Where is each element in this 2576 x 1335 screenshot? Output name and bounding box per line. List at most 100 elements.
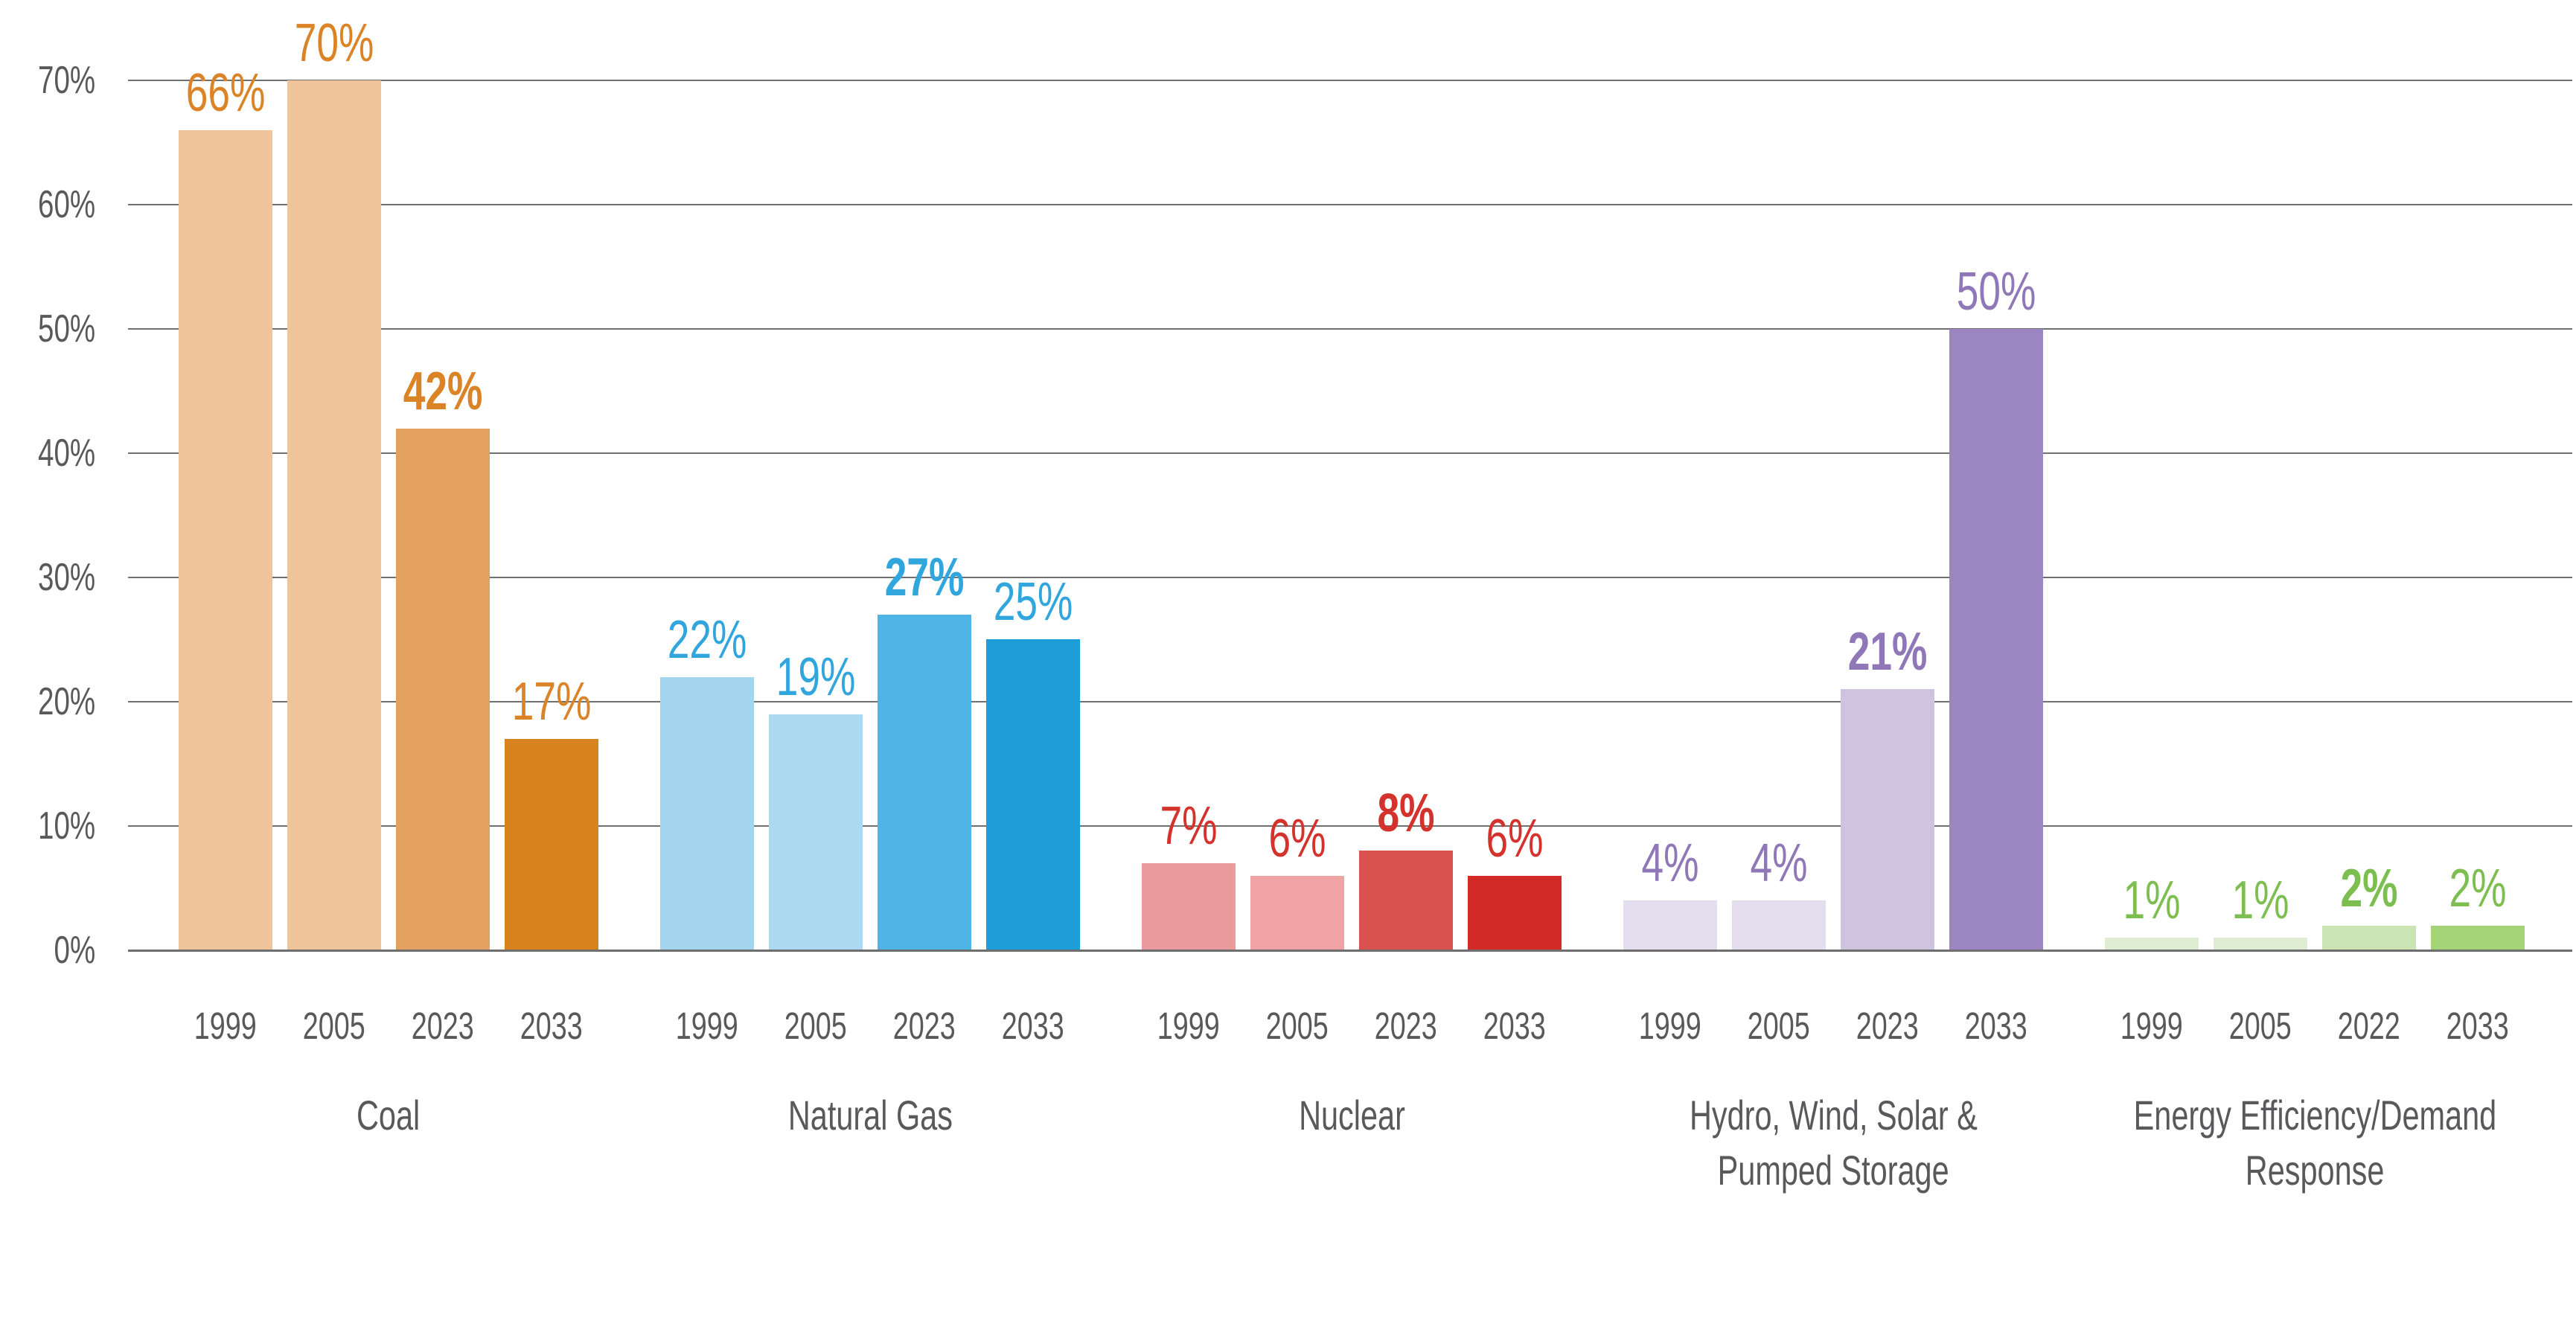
bar-value-label: 8% [1257, 787, 1555, 840]
x-axis-year-label: 2023 [331, 1006, 554, 1046]
y-tick-text: 10% [37, 804, 95, 848]
bar-value-text: 1% [2231, 871, 2289, 930]
bar-value-label: 25% [884, 575, 1182, 629]
gridline-40% [128, 452, 2572, 454]
category-label: Hydro, Wind, Solar & Pumped Storage [1535, 1088, 2131, 1198]
bar-natural-gas-1999 [660, 677, 754, 950]
category-label: Nuclear [1054, 1088, 1649, 1143]
bar-value-text: 66% [185, 63, 266, 123]
category-text: Nuclear [1298, 1092, 1405, 1139]
bar-coal-2005 [287, 80, 381, 950]
category-label: Energy Efficiency/Demand Response [2017, 1088, 2576, 1198]
category-label-line: Natural Gas [572, 1088, 1168, 1143]
bar-value-text: 22% [667, 610, 747, 670]
bar-value-label: 66% [77, 66, 374, 120]
y-tick-text: 20% [37, 680, 95, 723]
x-axis-year-label: 2005 [223, 1006, 446, 1046]
x-axis-year-label: 2033 [921, 1006, 1145, 1046]
y-tick-text: 40% [37, 432, 95, 475]
year-text: 2033 [1002, 1005, 1064, 1047]
year-text: 2033 [1483, 1005, 1546, 1047]
year-text: 2005 [1266, 1005, 1329, 1047]
x-axis-year-label: 2005 [1667, 1006, 1891, 1046]
category-text: Coal [357, 1092, 421, 1139]
category-label-line: Coal [91, 1088, 686, 1143]
category-text: Hydro, Wind, Solar & [1689, 1092, 1978, 1139]
bar-natural-gas-2023 [878, 615, 971, 950]
year-text: 1999 [676, 1005, 738, 1047]
y-tick-text: 70% [37, 59, 95, 102]
bar-value-label: 19% [667, 650, 965, 704]
bar-value-text: 27% [884, 548, 965, 607]
category-label-line: Nuclear [1054, 1088, 1649, 1143]
y-axis-tick-label: 60% [0, 185, 95, 224]
bar-natural-gas-2005 [769, 714, 863, 950]
year-text: 2022 [2338, 1005, 2400, 1047]
year-text: 1999 [2120, 1005, 2183, 1047]
bar-value-label: 70% [185, 16, 483, 70]
category-text: Response [2245, 1147, 2385, 1194]
x-axis-year-label: 1999 [1077, 1006, 1300, 1046]
bar-value-text: 19% [776, 647, 856, 707]
x-axis-year-label: 2005 [704, 1006, 927, 1046]
category-text: Energy Efficiency/Demand [2133, 1092, 2496, 1139]
y-axis-tick-label: 0% [0, 931, 95, 970]
bar-value-text: 1% [2123, 871, 2181, 930]
x-axis-year-label: 1999 [2040, 1006, 2263, 1046]
year-text: 2005 [303, 1005, 365, 1047]
bar-value-text: 50% [1956, 262, 2036, 321]
bar-value-text: 42% [403, 362, 483, 421]
gridline-60% [128, 204, 2572, 205]
year-text: 2033 [520, 1005, 583, 1047]
bar-value-text: 4% [1750, 833, 1808, 893]
bar-nuclear-2033 [1468, 876, 1562, 950]
bar-value-label: 4% [1521, 836, 1819, 890]
year-text: 1999 [194, 1005, 257, 1047]
x-axis-year-label: 2005 [2149, 1006, 2372, 1046]
category-label-line: Energy Efficiency/Demand [2017, 1088, 2576, 1143]
bar-energy-efficiency-demand-2005 [2214, 938, 2307, 950]
category-label-line: Hydro, Wind, Solar & [1535, 1088, 2131, 1143]
bar-natural-gas-2033 [986, 639, 1080, 950]
x-axis-year-label: 2022 [2257, 1006, 2481, 1046]
bar-value-label: 6% [1366, 812, 1663, 865]
x-axis-year-label: 2033 [440, 1006, 663, 1046]
y-axis-tick-label: 40% [0, 434, 95, 473]
bar-value-text: 7% [1160, 796, 1218, 856]
bar-value-label: 7% [1040, 799, 1337, 853]
category-label: Coal [91, 1088, 686, 1143]
bar-value-label: 4% [1630, 836, 1928, 890]
bar-coal-2033 [505, 739, 598, 950]
category-text: Natural Gas [787, 1092, 953, 1139]
year-text: 2033 [2446, 1005, 2509, 1047]
year-text: 2005 [2229, 1005, 2292, 1047]
x-axis-year-label: 2023 [813, 1006, 1036, 1046]
bar-nuclear-1999 [1142, 863, 1236, 950]
bar-value-label: 2% [2329, 862, 2576, 915]
x-axis-year-label: 2023 [1294, 1006, 1518, 1046]
year-text: 2023 [893, 1005, 956, 1047]
year-text: 2005 [1748, 1005, 1810, 1047]
gridline-20% [128, 701, 2572, 702]
bar-value-text: 70% [294, 13, 374, 73]
bar-value-label: 22% [558, 613, 856, 667]
bar-hydro-wind-solar--2033 [1949, 329, 2043, 950]
bar-value-label: 2% [2220, 862, 2518, 915]
bar-value-label: 1% [2112, 874, 2409, 927]
bar-hydro-wind-solar--2005 [1732, 900, 1826, 950]
bar-value-text: 6% [1486, 809, 1544, 868]
bar-energy-efficiency-demand-2022 [2322, 926, 2416, 950]
gridline-70% [128, 80, 2572, 81]
bar-value-text: 6% [1268, 809, 1326, 868]
bar-hydro-wind-solar--1999 [1623, 900, 1717, 950]
y-tick-text: 30% [37, 556, 95, 599]
bar-value-label: 50% [1847, 265, 2145, 318]
bar-value-text: 25% [993, 572, 1073, 632]
bar-value-label: 1% [2003, 874, 2301, 927]
bar-value-label: 27% [776, 551, 1073, 604]
x-axis-year-label: 2033 [1403, 1006, 1626, 1046]
bar-value-label: 17% [403, 675, 700, 729]
gridline-10% [128, 825, 2572, 827]
year-text: 1999 [1157, 1005, 1220, 1047]
